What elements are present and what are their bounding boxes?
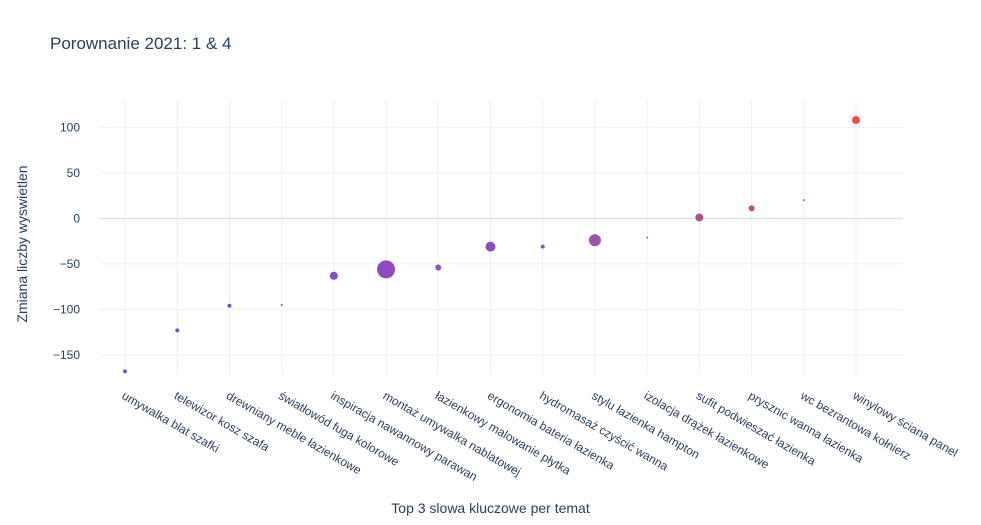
chart-title: Porownanie 2021: 1 & 4 xyxy=(50,34,232,53)
data-points xyxy=(123,116,860,374)
y-tick-label: −100 xyxy=(53,302,80,316)
y-tick-label: −150 xyxy=(53,348,80,362)
data-point xyxy=(435,264,442,271)
y-tick-label: 100 xyxy=(60,120,80,134)
data-point xyxy=(748,205,755,212)
data-point xyxy=(646,236,649,239)
data-point xyxy=(485,241,496,252)
data-point xyxy=(540,244,545,249)
data-point xyxy=(175,328,180,333)
data-point xyxy=(227,303,232,308)
grid-lines xyxy=(99,100,903,375)
y-axis-title: Zmiana liczby wyswietlen xyxy=(14,165,30,323)
y-tick-label: −50 xyxy=(60,257,81,271)
data-point xyxy=(588,234,601,247)
x-axis-title: Top 3 slowa kluczowe per temat xyxy=(391,500,590,516)
data-point xyxy=(802,199,805,202)
data-point xyxy=(377,260,396,279)
data-point xyxy=(329,271,338,280)
y-tick-label: 0 xyxy=(73,211,80,225)
data-point xyxy=(280,303,283,306)
data-point xyxy=(123,369,127,374)
data-point xyxy=(852,116,860,125)
data-point xyxy=(695,213,704,222)
y-tick-labels: 100 50 0 −50 −100 −150 xyxy=(53,120,80,362)
x-tick-label: umywalka blat szafki xyxy=(120,388,222,455)
x-tick-label: telewizor kosz szafa xyxy=(172,388,272,454)
y-tick-label: 50 xyxy=(67,166,81,180)
